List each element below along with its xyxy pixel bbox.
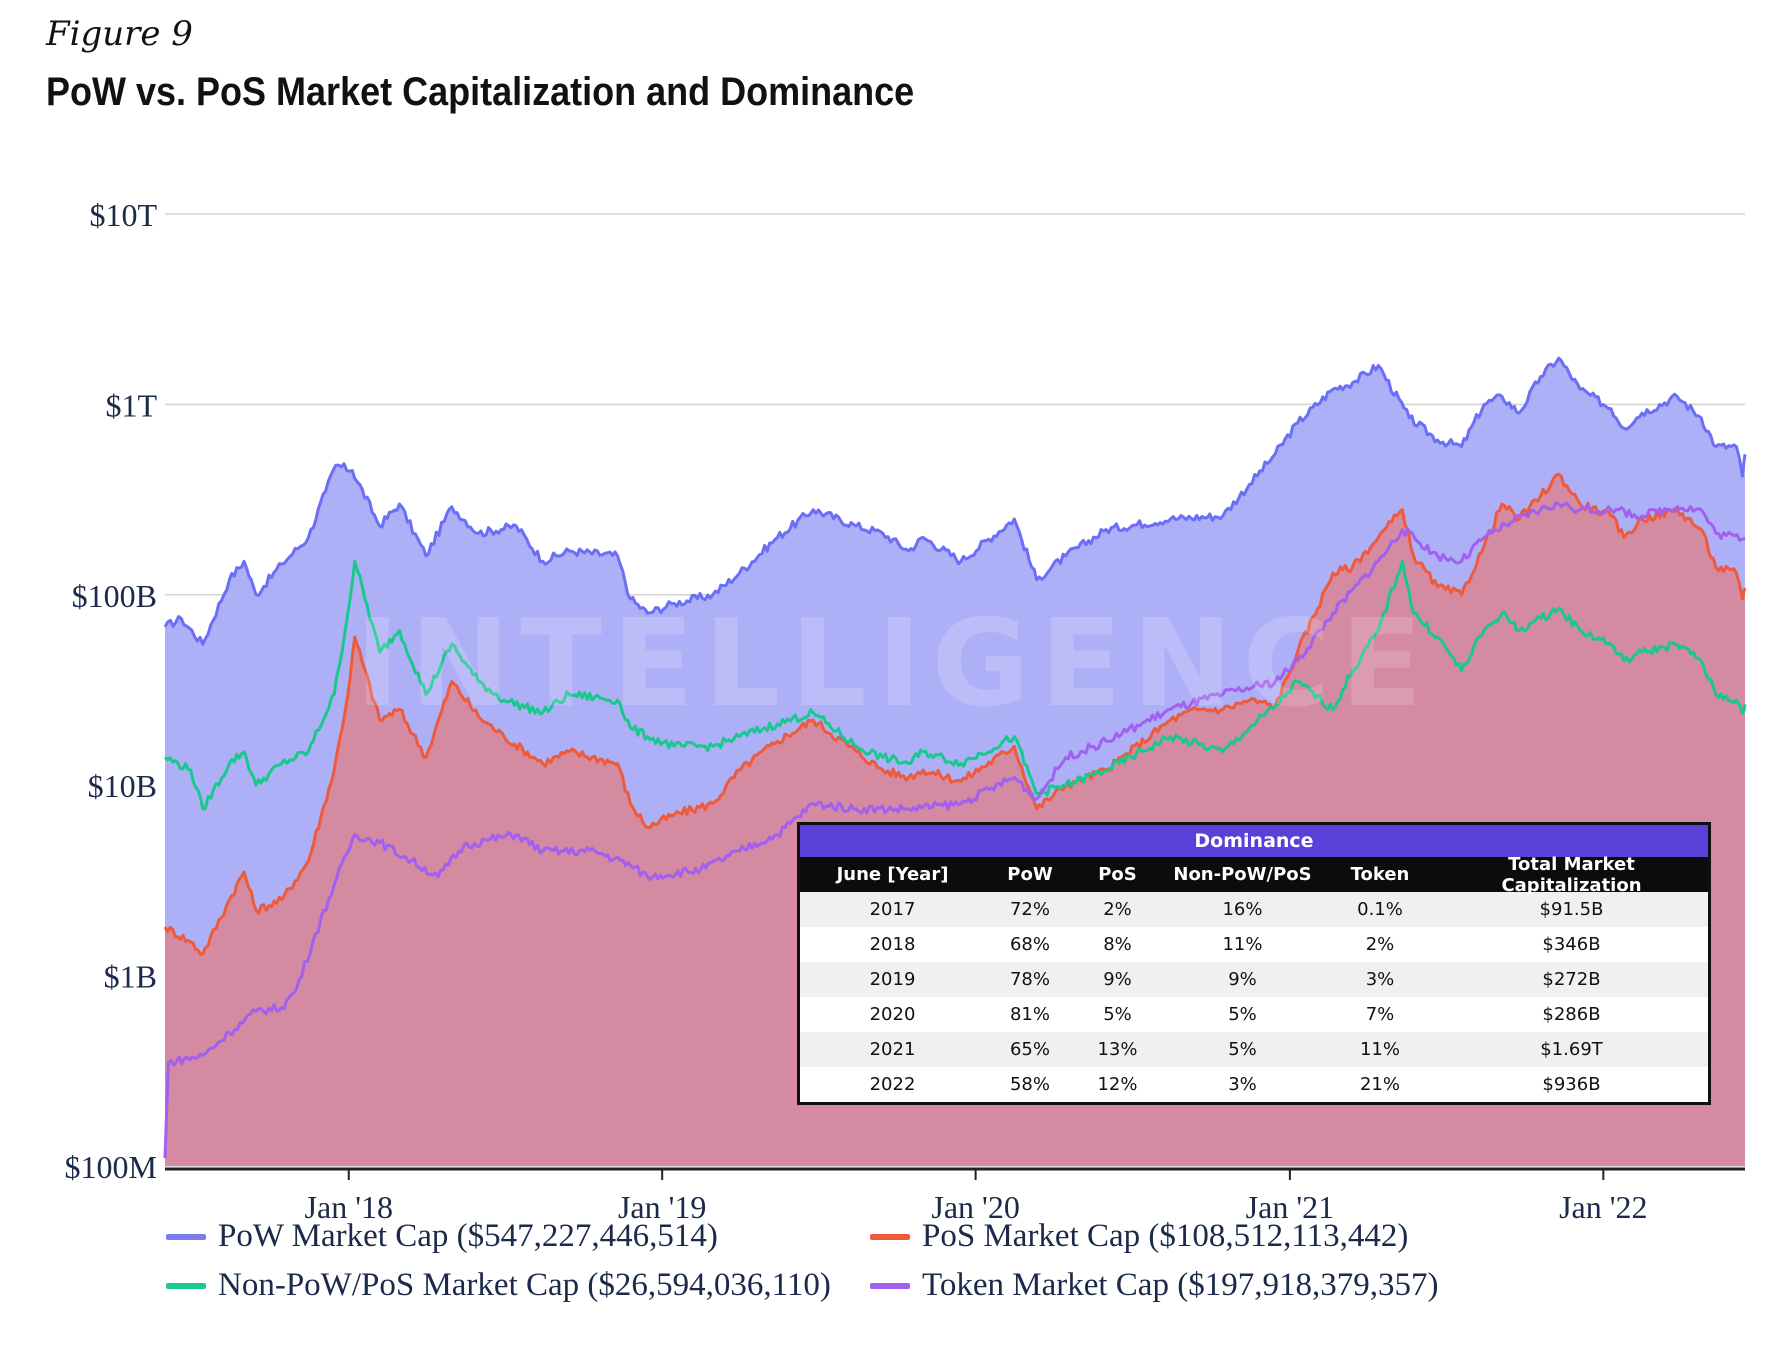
cell-token: 0.1% [1357, 899, 1403, 920]
x-tick-label: Jan '18 [305, 1189, 393, 1225]
line-token [163, 501, 1746, 1159]
legend-item-token[interactable]: Token Market Cap ($197,918,379,357) [870, 1267, 1438, 1304]
line-pos [163, 472, 1747, 956]
table-row: 2017 72% 2% 16% 0.1% $91.5B [800, 892, 1708, 927]
header-non-pow-pos: Non-PoW/PoS [1173, 864, 1312, 885]
dominance-table: Dominance June [Year] PoW PoS Non-PoW/Po… [797, 822, 1711, 1105]
figure-title: PoW vs. PoS Market Capitalization and Do… [46, 70, 915, 114]
cell-token: 2% [1365, 934, 1395, 955]
cell-total: $346B [1542, 934, 1601, 955]
watermark-text: INTELLIGENCE [355, 595, 1433, 734]
cell-non-pow-pos: 5% [1228, 1039, 1257, 1060]
cell-non-pow-pos: 5% [1228, 1004, 1257, 1025]
cell-pos: 9% [1103, 969, 1132, 990]
legend-label-pow: PoW Market Cap ($547,227,446,514) [218, 1218, 718, 1254]
legend-label-token: Token Market Cap ($197,918,379,357) [922, 1267, 1439, 1303]
cell-token: 7% [1365, 1004, 1395, 1025]
cell-non-pow-pos: 11% [1222, 934, 1263, 955]
legend-label-non-pow-pos: Non-PoW/PoS Market Cap ($26,594,036,110) [218, 1267, 831, 1303]
cell-year: 2019 [869, 969, 916, 990]
cell-non-pow-pos: 3% [1228, 1074, 1257, 1095]
cell-pow: 72% [1009, 899, 1050, 920]
cell-pow: 68% [1009, 934, 1050, 955]
legend-label-pos: PoS Market Cap ($108,512,113,442) [922, 1218, 1409, 1254]
cell-year: 2021 [869, 1039, 916, 1060]
cell-total: $272B [1542, 969, 1601, 990]
cell-total: $936B [1542, 1074, 1601, 1095]
table-row: 2020 81% 5% 5% 7% $286B [800, 997, 1708, 1032]
legend-item-pow[interactable]: PoW Market Cap ($547,227,446,514) [166, 1218, 718, 1255]
header-year: June [Year] [836, 864, 949, 885]
x-tick-label: Jan '20 [931, 1189, 1019, 1225]
header-pow: PoW [1007, 864, 1053, 885]
cell-pow: 81% [1009, 1004, 1050, 1025]
legend-item-non-pow-pos[interactable]: Non-PoW/PoS Market Cap ($26,594,036,110) [166, 1267, 831, 1304]
cell-pos: 8% [1103, 934, 1132, 955]
cell-pos: 5% [1103, 1004, 1132, 1025]
cell-total: $1.69T [1540, 1039, 1603, 1060]
cell-total: $286B [1542, 1004, 1601, 1025]
cell-total: $91.5B [1539, 899, 1604, 920]
table-row: 2018 68% 8% 11% 2% $346B [800, 927, 1708, 962]
legend-swatch-pos [870, 1233, 910, 1240]
table-row: 2022 58% 12% 3% 21% $936B [800, 1067, 1708, 1102]
y-tick-label: $1B [104, 959, 157, 995]
header-total: Total Market Capitalization [1501, 853, 1642, 896]
cell-non-pow-pos: 16% [1222, 899, 1263, 920]
table-row: 2019 78% 9% 9% 3% $272B [800, 962, 1708, 997]
y-tick-label: $10B [88, 768, 157, 804]
x-tick-label: Jan '19 [618, 1189, 706, 1225]
y-tick-label: $1T [105, 387, 157, 423]
cell-token: 21% [1359, 1074, 1400, 1095]
header-token: Token [1350, 864, 1410, 885]
cell-year: 2022 [869, 1074, 916, 1095]
cell-year: 2017 [869, 899, 916, 920]
header-pos: PoS [1098, 864, 1137, 885]
x-tick-label: Jan '22 [1559, 1189, 1647, 1225]
cell-year: 2018 [869, 934, 916, 955]
y-tick-label: $10T [89, 197, 157, 233]
y-tick-label: $100B [72, 578, 157, 614]
cell-pow: 65% [1009, 1039, 1050, 1060]
cell-pos: 2% [1103, 899, 1132, 920]
y-tick-label: $100M [65, 1149, 157, 1185]
dominance-table-title: Dominance [800, 825, 1708, 857]
dominance-table-body: 2017 72% 2% 16% 0.1% $91.5B 2018 68% 8% … [800, 892, 1708, 1102]
line-pow [163, 356, 1747, 646]
cell-token: 11% [1359, 1039, 1400, 1060]
cell-pos: 12% [1097, 1074, 1138, 1095]
legend-item-pos[interactable]: PoS Market Cap ($108,512,113,442) [870, 1218, 1408, 1255]
legend-swatch-pow [166, 1233, 206, 1240]
dominance-table-header: June [Year] PoW PoS Non-PoW/PoS Token To… [800, 854, 1708, 896]
cell-non-pow-pos: 9% [1228, 969, 1257, 990]
line-non-pow-pos [163, 559, 1747, 811]
cell-pow: 58% [1009, 1074, 1050, 1095]
table-row: 2021 65% 13% 5% 11% $1.69T [800, 1032, 1708, 1067]
cell-token: 3% [1365, 969, 1395, 990]
legend-swatch-token [870, 1282, 910, 1289]
legend-swatch-non-pow-pos [166, 1282, 206, 1289]
cell-year: 2020 [869, 1004, 916, 1025]
figure-label: Figure 9 [46, 14, 193, 54]
cell-pow: 78% [1009, 969, 1050, 990]
cell-pos: 13% [1097, 1039, 1138, 1060]
x-tick-label: Jan '21 [1246, 1189, 1334, 1225]
